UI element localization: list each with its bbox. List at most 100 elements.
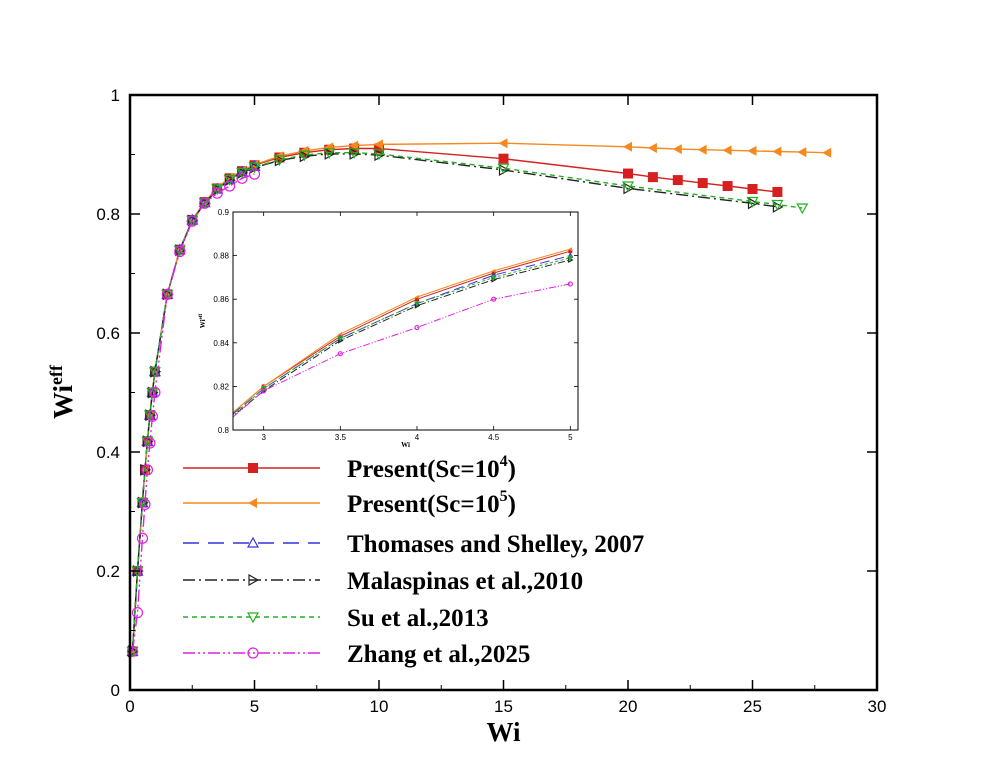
inset-series-6-point	[567, 281, 573, 287]
x-tick-label: 20	[619, 697, 638, 716]
inset-series-2-point	[415, 295, 419, 299]
inset-series-6	[233, 281, 573, 418]
inset-series-6-point	[337, 351, 343, 357]
series-6-point	[174, 245, 186, 258]
legend-item-2: Present(Sc=105)	[183, 488, 516, 518]
series-5-point	[621, 181, 635, 193]
series-5-point	[236, 167, 249, 179]
series-1-point	[623, 168, 633, 179]
series-6-point	[211, 187, 223, 199]
inset-y-tick-label: 0.82	[213, 382, 229, 391]
series-6-point	[144, 437, 156, 449]
legend-marker	[248, 573, 260, 587]
inset-series-3-point	[567, 252, 574, 258]
legend-label: Su et al.,2013	[347, 605, 489, 632]
y-tick-label: 0.6	[96, 324, 120, 343]
series-6-point	[236, 172, 248, 184]
inset-series-6-point	[491, 296, 497, 302]
inset-series-6-point	[261, 388, 267, 394]
legend-item-6: Zhang et al.,2025	[183, 641, 530, 668]
series-6-point	[141, 464, 154, 476]
y-tick-label: 0	[111, 681, 120, 700]
inset-series-5-point	[337, 336, 344, 342]
inset-y-tick-label: 0.84	[213, 339, 229, 348]
legend-marker	[247, 647, 259, 659]
series-5-point	[497, 163, 510, 175]
series-6-point	[224, 180, 236, 192]
legend-item-1: Present(Sc=104)	[183, 453, 516, 483]
inset-frame	[232, 211, 579, 431]
legend-marker	[248, 463, 258, 473]
inset-x-tick-label: 4.5	[488, 433, 500, 442]
series-1-point	[722, 181, 733, 192]
inset-series-5-point	[567, 255, 574, 262]
legend-marker	[246, 536, 260, 548]
inset-series-2-line	[233, 248, 571, 414]
inset-series-6-line	[233, 283, 571, 418]
series-2-point	[374, 139, 383, 150]
series-5-point	[298, 150, 311, 162]
series-4-point	[187, 214, 199, 227]
series-5-point	[372, 149, 386, 161]
inset-y-tick-label: 0.86	[213, 295, 229, 304]
series-5-point	[796, 203, 809, 215]
series-5-point	[273, 155, 286, 167]
inset-series-2-point	[491, 268, 496, 273]
series-6-point	[186, 215, 198, 227]
series-2-point	[324, 142, 334, 153]
series-5-point	[223, 174, 236, 186]
inset-series-5-point	[413, 301, 421, 307]
series-5-point	[746, 196, 759, 208]
inset-background	[233, 212, 578, 430]
inset-y-tick-label: 0.9	[218, 208, 230, 217]
legend-item-5: Su et al.,2013	[183, 605, 489, 632]
inset-series-1-point	[415, 297, 419, 302]
series-6-point	[139, 498, 151, 510]
series-5-line	[131, 151, 803, 652]
inset-x-tick-label: 4	[415, 433, 420, 442]
x-axis-title: Wi	[486, 717, 521, 747]
series-2-point	[498, 138, 508, 149]
legend-item-4: Malaspinas et al.,2010	[183, 568, 583, 595]
inset-series-5-point	[490, 275, 497, 281]
series-1-point	[747, 184, 758, 195]
series-2-point	[672, 144, 682, 155]
inset-series-5-line	[233, 257, 571, 416]
series-4-line	[131, 153, 778, 652]
series-6-point	[149, 386, 161, 399]
series-5-point	[771, 199, 784, 211]
legend-marker	[248, 498, 257, 508]
series-6-point	[161, 288, 173, 300]
series-6-point	[248, 168, 261, 180]
inset-x-tick-label: 3.5	[335, 433, 347, 442]
series-2-point	[797, 147, 807, 158]
series-6-point	[126, 645, 139, 657]
inset-x-tick-label: 3	[261, 433, 266, 442]
series-2-point	[647, 143, 657, 153]
legend-label: Malaspinas et al.,2010	[347, 568, 583, 595]
series-5-point	[348, 148, 361, 159]
x-tick-label: 10	[370, 697, 389, 716]
series-2-point	[747, 145, 757, 156]
series-2-point	[772, 146, 782, 157]
legend-label: Zhang et al.,2025	[347, 641, 530, 668]
legend-label: Thomases and Shelley, 2007	[347, 531, 644, 558]
series-2-point	[623, 141, 632, 152]
series-1-point	[374, 143, 384, 154]
x-tick-label: 15	[494, 697, 513, 716]
y-tick-label: 0.4	[96, 443, 120, 462]
inset-series-group	[233, 247, 574, 418]
x-tick-label: 5	[250, 697, 259, 716]
y-tick-label: 0.8	[96, 205, 120, 224]
legend-item-3: Thomases and Shelley, 2007	[183, 531, 644, 558]
y-axis-title: Wieff	[46, 364, 78, 419]
series-5-point	[161, 289, 174, 301]
inset-series-1-point	[568, 249, 573, 254]
series-1-point	[647, 172, 658, 183]
series-2-point	[722, 145, 732, 156]
inset-x-axis-title: Wi	[401, 441, 410, 449]
series-5-point	[323, 148, 336, 159]
y-tick-label: 0.2	[96, 562, 120, 581]
series-6-line	[131, 173, 255, 652]
